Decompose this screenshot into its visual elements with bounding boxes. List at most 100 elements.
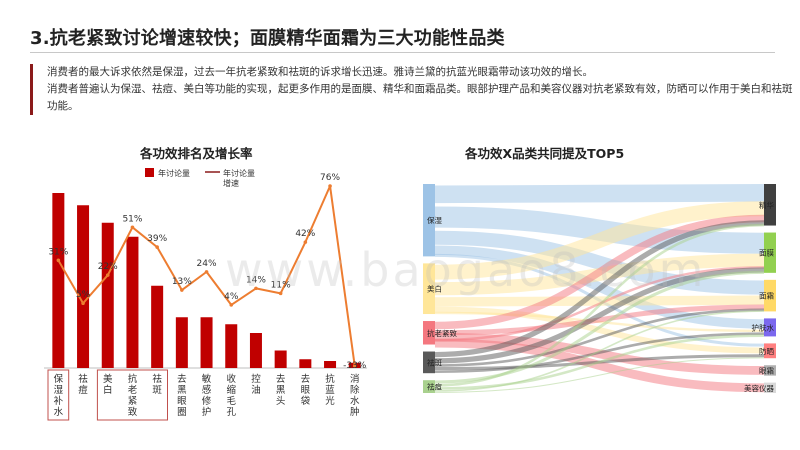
legend-label-bar: 年讨论量 bbox=[158, 168, 190, 178]
growth-point-10 bbox=[303, 240, 308, 244]
category-char: 修 bbox=[202, 395, 212, 407]
sankey-link-21 bbox=[434, 223, 765, 387]
category-label-2: 美白 bbox=[103, 373, 113, 396]
category-char: 眼 bbox=[177, 396, 187, 407]
sankey-chart-title: 各功效X品类共同提及TOP5 bbox=[465, 146, 625, 161]
sankey-right-node-3 bbox=[764, 318, 776, 337]
sankey-left-node-0 bbox=[423, 184, 435, 257]
highlight-box-1 bbox=[96, 369, 168, 421]
sankey-link-7 bbox=[434, 295, 765, 307]
page-title: 3.抗老紧致讨论增速较快；面膜精华面霜为三大功能性品类 bbox=[30, 28, 505, 49]
category-char: 毛 bbox=[226, 395, 236, 407]
sankey-link-14 bbox=[434, 338, 765, 393]
category-char: 水 bbox=[54, 406, 64, 418]
growth-label-5: 13% bbox=[172, 277, 192, 287]
sankey-link-2 bbox=[434, 230, 765, 295]
category-char: 补 bbox=[54, 395, 64, 407]
growth-label-7: 4% bbox=[224, 292, 239, 302]
category-char: 收 bbox=[226, 373, 236, 385]
sankey-link-8 bbox=[434, 306, 765, 354]
growth-label-6: 24% bbox=[197, 259, 217, 269]
category-char: 美 bbox=[103, 373, 113, 385]
category-char: 抗 bbox=[325, 373, 335, 385]
category-char: 护 bbox=[202, 406, 212, 418]
sankey-link-19 bbox=[434, 332, 765, 373]
bar-11 bbox=[324, 361, 337, 368]
bar-3 bbox=[126, 236, 139, 368]
category-char: 斑 bbox=[152, 384, 162, 396]
sankey-left-node-2 bbox=[423, 321, 435, 345]
sankey-right-label-0: 精华 bbox=[759, 200, 774, 210]
sankey-link-5 bbox=[434, 201, 765, 280]
sankey-link-23 bbox=[434, 310, 765, 392]
bar-8 bbox=[249, 333, 262, 368]
legend-label-line-cont: 增速 bbox=[223, 178, 239, 188]
sankey-link-11 bbox=[434, 304, 765, 336]
growth-point-2 bbox=[105, 273, 110, 277]
category-char: 感 bbox=[202, 384, 212, 396]
sankey-left-label-4: 祛痘 bbox=[427, 382, 442, 392]
sankey-link-22 bbox=[434, 334, 765, 390]
category-char: 湿 bbox=[54, 385, 64, 396]
growth-point-1 bbox=[81, 301, 85, 306]
sankey-left-label-2: 抗老紧致 bbox=[427, 328, 457, 338]
growth-label-10: 42% bbox=[295, 229, 315, 239]
category-char: 光 bbox=[325, 395, 335, 407]
category-char: 黑 bbox=[177, 385, 187, 396]
sankey-link-15 bbox=[434, 220, 765, 358]
category-char: 白 bbox=[103, 384, 113, 396]
category-char: 致 bbox=[128, 406, 138, 418]
growth-point-5 bbox=[180, 288, 184, 292]
description-paragraph-2: 消费者普遍认为保湿、祛痘、美白等功能的实现，起更多作用的是面膜、精华和面霜品类。… bbox=[47, 83, 793, 112]
category-char: 蓝 bbox=[325, 384, 335, 396]
category-char: 敏 bbox=[202, 373, 212, 385]
category-char: 消 bbox=[350, 373, 360, 385]
sankey-left-label-0: 保湿 bbox=[427, 216, 442, 225]
growth-point-8 bbox=[254, 286, 258, 291]
bar-2 bbox=[101, 222, 114, 368]
category-char: 头 bbox=[276, 395, 286, 407]
category-char: 水 bbox=[350, 395, 360, 407]
growth-point-4 bbox=[155, 245, 159, 249]
sankey-right-label-6: 美容仪器 bbox=[744, 383, 774, 393]
category-char: 黑 bbox=[276, 385, 286, 396]
category-char: 抗 bbox=[128, 373, 138, 385]
sankey-right-label-1: 面膜 bbox=[759, 248, 774, 258]
sankey-link-1 bbox=[434, 206, 765, 254]
category-label-8: 控油 bbox=[251, 373, 261, 396]
sankey-left-node-1 bbox=[423, 263, 435, 315]
sankey-right-node-0 bbox=[764, 184, 776, 226]
growth-label-9: 11% bbox=[271, 280, 291, 290]
sankey-left-node-4 bbox=[423, 380, 435, 393]
sankey-left-label-3: 祛斑 bbox=[427, 357, 442, 367]
growth-label-8: 14% bbox=[246, 275, 266, 285]
sankey-link-0 bbox=[434, 184, 765, 204]
highlight-box-0 bbox=[47, 369, 70, 421]
bar-7 bbox=[225, 324, 238, 368]
category-label-3: 抗老紧致 bbox=[128, 373, 138, 418]
category-char: 缩 bbox=[226, 384, 236, 396]
sankey-right-label-5: 眼霜 bbox=[759, 366, 774, 375]
sankey-link-10 bbox=[434, 214, 765, 330]
category-char: 眼 bbox=[301, 385, 311, 396]
title-divider bbox=[30, 52, 775, 53]
bar-5 bbox=[175, 317, 188, 368]
sankey-link-17 bbox=[434, 308, 765, 367]
category-char: 孔 bbox=[226, 407, 236, 418]
category-char: 除 bbox=[350, 384, 360, 396]
sankey-right-node-4 bbox=[764, 343, 776, 359]
bar-0 bbox=[52, 193, 65, 368]
sankey-links bbox=[434, 184, 765, 393]
sankey-right-node-5 bbox=[764, 365, 776, 376]
category-label-4: 祛斑 bbox=[152, 373, 162, 396]
bar-6 bbox=[200, 317, 213, 368]
growth-label-1: 5% bbox=[76, 290, 91, 300]
category-char: 保 bbox=[54, 373, 64, 385]
category-char: 肿 bbox=[350, 406, 360, 418]
sankey-right-label-2: 面霜 bbox=[759, 292, 774, 301]
legend-swatch-bar bbox=[145, 168, 154, 177]
category-char: 控 bbox=[251, 373, 261, 385]
sankey-link-16 bbox=[434, 267, 765, 364]
